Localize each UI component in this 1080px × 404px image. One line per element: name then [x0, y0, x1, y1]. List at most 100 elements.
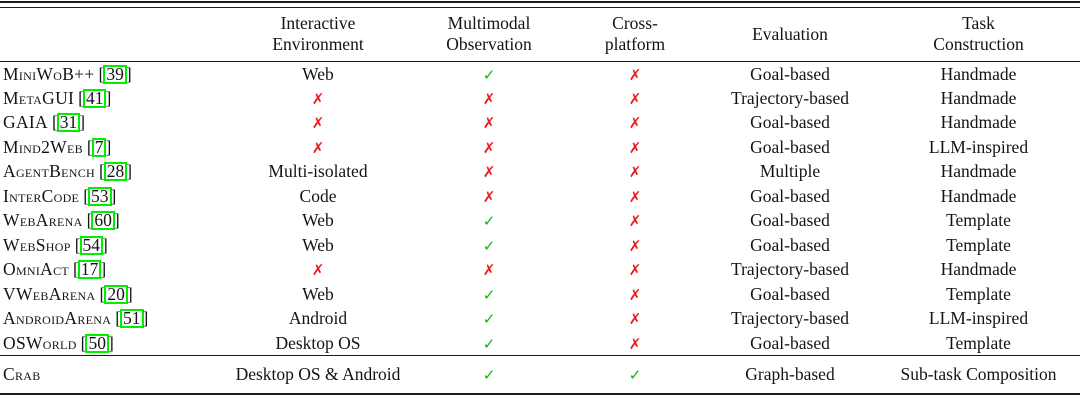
task-construction-cell: Template [946, 283, 1011, 304]
citation: [60] [87, 210, 120, 231]
citation-link-box[interactable]: 51 [120, 309, 144, 329]
citation-link-box[interactable]: 53 [88, 186, 112, 206]
benchmark-comparison-table: Interactive Environment Multimodal Obser… [0, 8, 1080, 393]
table-row: AndroidArena[51] Android ✓ ✗ Trajectory-… [0, 307, 1080, 332]
table-row: GAIA[31] ✗ ✗ ✗ Goal-based Handmade [0, 111, 1080, 136]
header-row: Interactive Environment Multimodal Obser… [0, 8, 1080, 62]
environment-cell: ✗ [225, 86, 411, 111]
check-icon: ✓ [482, 65, 496, 84]
benchmark-name-cell: Crab [0, 355, 225, 393]
task-construction-cell: Handmade [940, 185, 1017, 206]
multimodal-observation-cell: ✗ [411, 184, 567, 209]
cross-icon: ✗ [311, 114, 325, 133]
check-icon: ✓ [628, 365, 642, 384]
benchmark-name-cell: OmniAct[17] [0, 258, 225, 283]
citation: [17] [73, 259, 107, 280]
cross-icon: ✗ [628, 236, 642, 255]
multimodal-observation-cell: ✗ [411, 160, 567, 185]
benchmark-name: OSWorld [3, 332, 77, 353]
multimodal-observation-cell: ✓ [411, 307, 567, 332]
benchmark-name: WebArena [3, 210, 83, 231]
environment-cell: Code [299, 185, 337, 206]
benchmark-name: OmniAct [3, 259, 70, 280]
benchmark-name-cell: VWebArena[20] [0, 282, 225, 307]
citation-link-box[interactable]: 17 [77, 260, 102, 280]
table-row: WebArena[60] Web ✓ ✗ Goal-based Template [0, 209, 1080, 234]
header-evaluation: Evaluation [703, 8, 877, 62]
benchmark-name-cell: MetaGUI[41] [0, 86, 225, 111]
table-body: MiniWoB++[39] Web ✓ ✗ Goal-based Handmad… [0, 62, 1080, 356]
cross-icon: ✗ [482, 138, 496, 157]
benchmark-name-cell: AgentBench[28] [0, 160, 225, 185]
citation-close-bracket: ] [100, 259, 107, 280]
citation: [39] [99, 64, 132, 84]
citation: [31] [52, 112, 86, 133]
citation-link-box[interactable]: 39 [103, 64, 127, 84]
environment-cell: ✗ [225, 135, 411, 160]
benchmark-name: GAIA [3, 112, 48, 133]
benchmark-name: Mind2Web [3, 136, 83, 157]
cross-platform-cell: ✗ [567, 184, 703, 209]
task-construction-cell: Handmade [940, 87, 1017, 108]
citation-open-bracket: [ [99, 283, 106, 304]
cross-platform-cell: ✗ [567, 258, 703, 283]
citation: [28] [99, 161, 132, 182]
citation: [7] [87, 137, 111, 157]
cross-icon: ✗ [482, 163, 496, 182]
citation-link-box[interactable]: 41 [82, 88, 107, 108]
citation-close-bracket: ] [142, 308, 149, 329]
multimodal-observation-cell: ✓ [411, 209, 567, 234]
environment-cell: Desktop OS [275, 332, 361, 353]
citation-link-box[interactable]: 20 [104, 284, 128, 304]
citation: [53] [83, 186, 116, 206]
environment-cell: Web [302, 283, 334, 304]
cross-icon: ✗ [482, 114, 496, 133]
table-top-rule [0, 1, 1080, 8]
evaluation-cell: Goal-based [750, 234, 830, 255]
benchmark-name-cell: WebArena[60] [0, 209, 225, 234]
multimodal-observation-cell: ✓ [411, 233, 567, 258]
table-row: Mind2Web[7] ✗ ✗ ✗ Goal-based LLM-inspire… [0, 135, 1080, 160]
cross-platform-cell: ✗ [567, 233, 703, 258]
table-row: AgentBench[28] Multi-isolated ✗ ✗ Multip… [0, 160, 1080, 185]
table-row: OmniAct[17] ✗ ✗ ✗ Trajectory-based Handm… [0, 258, 1080, 283]
cross-icon: ✗ [628, 334, 642, 353]
environment-cell: ✗ [225, 111, 411, 136]
citation-link-box[interactable]: 7 [91, 137, 107, 157]
benchmark-name-cell: WebShop[54] [0, 233, 225, 258]
citation-link-box[interactable]: 54 [79, 235, 104, 255]
benchmark-name-cell: MiniWoB++[39] [0, 62, 225, 87]
evaluation-cell: Graph-based [703, 355, 877, 393]
benchmark-name-cell: Mind2Web[7] [0, 135, 225, 160]
environment-cell: Web [302, 63, 334, 84]
cross-icon: ✗ [311, 138, 325, 157]
citation-link-box[interactable]: 28 [103, 162, 128, 182]
task-construction-cell: Handmade [940, 259, 1017, 280]
citation-link-box[interactable]: 60 [91, 211, 115, 231]
check-icon: ✓ [482, 236, 496, 255]
citation-close-bracket: ] [79, 112, 86, 133]
citation-link-box[interactable]: 31 [56, 113, 81, 133]
citation-open-bracket: [ [80, 332, 87, 353]
benchmark-name: Crab [3, 363, 41, 384]
citation-open-bracket: [ [115, 308, 122, 329]
task-construction-cell: Handmade [940, 112, 1017, 133]
multimodal-observation-cell: ✓ [411, 282, 567, 307]
evaluation-cell: Goal-based [750, 332, 830, 353]
cross-icon: ✗ [628, 212, 642, 231]
citation-link-box[interactable]: 50 [85, 333, 109, 353]
evaluation-cell: Multiple [759, 161, 821, 182]
cross-icon: ✗ [628, 65, 642, 84]
environment-cell: Desktop OS & Android [225, 355, 411, 393]
cross-platform-cell: ✗ [567, 111, 703, 136]
header-benchmark [0, 8, 225, 62]
cross-platform-cell: ✗ [567, 160, 703, 185]
task-construction-cell: Handmade [940, 63, 1017, 84]
table-header: Interactive Environment Multimodal Obser… [0, 8, 1080, 62]
multimodal-observation-cell: ✗ [411, 86, 567, 111]
evaluation-cell: Goal-based [750, 136, 830, 157]
cross-platform-cell: ✗ [567, 282, 703, 307]
citation-close-bracket: ] [105, 136, 112, 157]
cross-icon: ✗ [628, 310, 642, 329]
